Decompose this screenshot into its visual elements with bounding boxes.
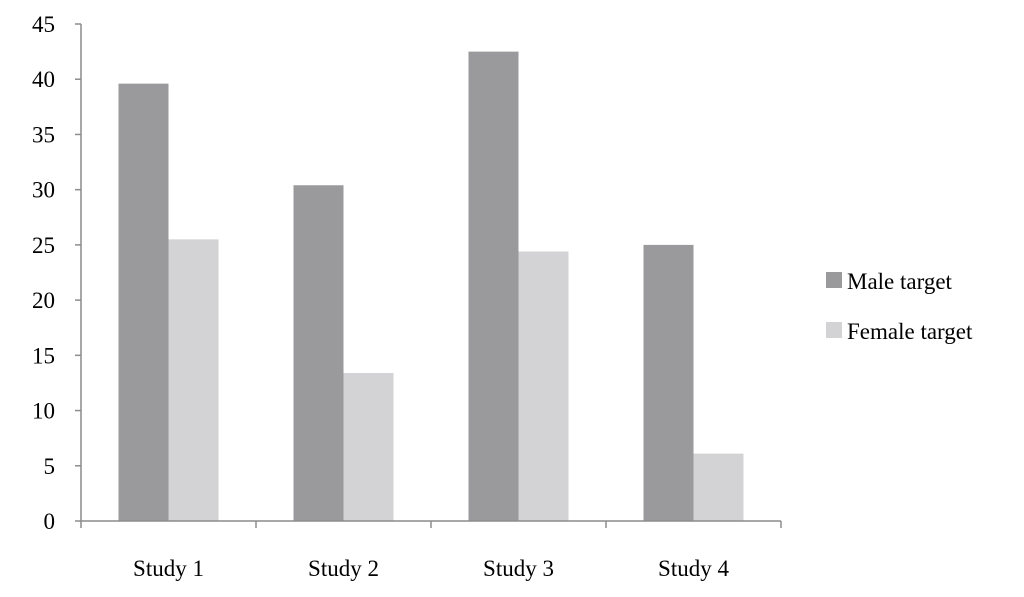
y-axis-ticks: 0 5 10 15 20 25 30 35 40 45 bbox=[32, 12, 81, 534]
bar-female-target-study-4 bbox=[693, 453, 744, 521]
y-tick-label: 25 bbox=[32, 233, 55, 258]
y-tick-label: 40 bbox=[32, 67, 55, 92]
y-tick-label: 35 bbox=[32, 122, 55, 147]
legend-label: Male target bbox=[847, 269, 953, 294]
bar-male-target-study-1 bbox=[118, 83, 169, 521]
y-tick-label: 20 bbox=[32, 288, 55, 313]
y-tick-label: 15 bbox=[32, 343, 55, 368]
bar-male-target-study-3 bbox=[468, 51, 519, 521]
bar-female-target-study-3 bbox=[518, 251, 569, 521]
bars bbox=[118, 51, 744, 521]
legend-swatch bbox=[826, 322, 842, 338]
y-tick-label: 0 bbox=[44, 509, 56, 534]
x-tick-label: Study 2 bbox=[308, 556, 379, 581]
y-tick-label: 45 bbox=[32, 12, 55, 37]
legend: Male target Female target bbox=[826, 269, 973, 344]
y-tick-label: 5 bbox=[44, 454, 56, 479]
x-tick-label: Study 1 bbox=[133, 556, 204, 581]
y-tick-label: 30 bbox=[32, 178, 55, 203]
legend-label: Female target bbox=[847, 319, 973, 344]
x-tick-label: Study 4 bbox=[658, 556, 729, 581]
legend-swatch bbox=[826, 272, 842, 288]
x-axis-ticks: Study 1 Study 2 Study 3 Study 4 bbox=[80, 521, 782, 581]
bar-male-target-study-2 bbox=[293, 185, 344, 521]
bar-female-target-study-2 bbox=[343, 373, 394, 521]
y-tick-label: 10 bbox=[32, 399, 55, 424]
bar-female-target-study-1 bbox=[168, 239, 219, 521]
x-tick-label: Study 3 bbox=[483, 556, 554, 581]
bar-male-target-study-4 bbox=[643, 244, 694, 521]
